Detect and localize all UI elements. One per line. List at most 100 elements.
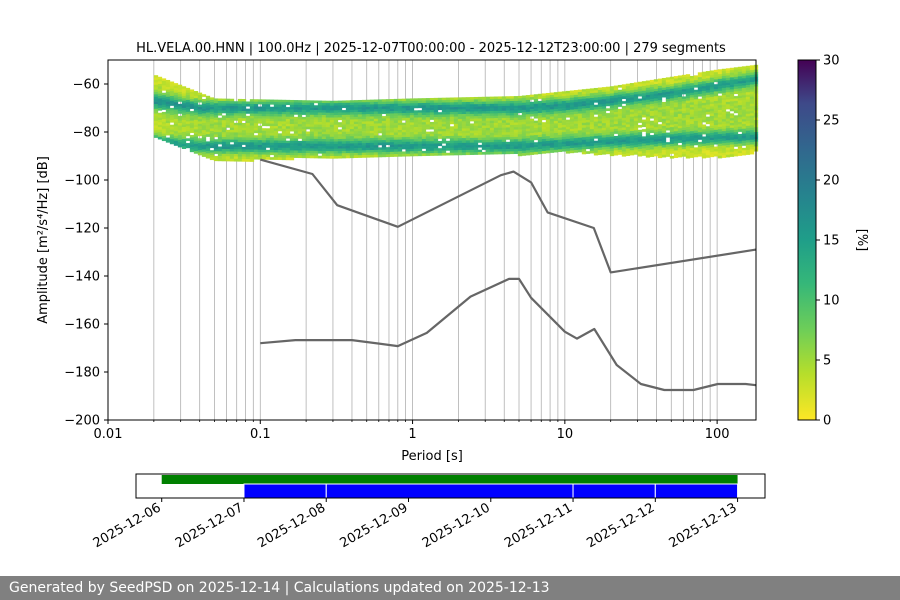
heatmap-cell	[449, 135, 455, 139]
heatmap-cell	[497, 127, 503, 131]
heatmap-cell	[413, 124, 419, 128]
colorbar-tick-label: 30	[823, 54, 840, 69]
heatmap-cell	[577, 144, 583, 148]
heatmap-cell	[173, 126, 179, 130]
heatmap-cell	[613, 138, 619, 142]
heatmap-cell	[521, 112, 527, 115]
heatmap-cell	[225, 108, 231, 111]
heatmap-cell	[673, 80, 679, 84]
heatmap-cell	[717, 134, 723, 137]
heatmap-cell	[193, 91, 199, 94]
heatmap-cell	[637, 103, 643, 107]
heatmap-cell	[485, 127, 491, 131]
heatmap-cell	[461, 150, 467, 153]
heatmap-cell	[273, 152, 279, 156]
heatmap-cell	[493, 103, 499, 107]
heatmap-cell	[433, 112, 439, 115]
heatmap-cell	[345, 155, 351, 159]
heatmap-cell	[297, 152, 303, 156]
heatmap-cell	[301, 131, 307, 135]
heatmap-cell	[409, 148, 415, 152]
heatmap-cell	[493, 110, 499, 114]
heatmap-cell	[629, 119, 635, 122]
heatmap-cell	[525, 143, 531, 146]
heatmap-cell	[577, 104, 583, 107]
heatmap-cell	[565, 112, 571, 116]
heatmap-cell	[649, 149, 655, 153]
heatmap-cell	[737, 100, 743, 104]
heatmap-cell	[481, 113, 487, 117]
heatmap-cell	[685, 126, 691, 130]
heatmap-cell	[329, 148, 335, 152]
heatmap-cell	[593, 116, 599, 120]
heatmap-cell	[617, 147, 623, 151]
heatmap-cell	[413, 131, 419, 135]
heatmap-cell	[513, 96, 519, 99]
heatmap-cell	[421, 129, 427, 133]
heatmap-cell	[325, 148, 331, 152]
heatmap-cell	[313, 148, 319, 152]
heatmap-cell	[433, 126, 439, 130]
heatmap-cell	[717, 150, 723, 154]
heatmap-cell	[601, 118, 607, 122]
heatmap-cell	[721, 128, 727, 132]
heatmap-cell	[589, 100, 595, 104]
heatmap-cell	[381, 140, 387, 143]
heatmap-cell	[649, 94, 655, 97]
heatmap-cell	[409, 122, 415, 126]
heatmap-cell	[653, 86, 659, 90]
heatmap-cell	[477, 149, 483, 153]
heatmap-cell	[233, 127, 239, 131]
heatmap-cell	[457, 152, 463, 156]
heatmap-cell	[705, 143, 711, 146]
heatmap-cell	[541, 93, 547, 97]
heatmap-cell	[261, 111, 267, 115]
heatmap-cell	[701, 93, 707, 96]
heatmap-cell	[245, 147, 251, 150]
heatmap-cell	[749, 74, 755, 78]
heatmap-cell	[389, 111, 395, 114]
heatmap-cell	[445, 109, 451, 113]
heatmap-cell	[569, 95, 575, 98]
heatmap-cell	[581, 98, 587, 102]
heatmap-cell	[729, 118, 735, 121]
heatmap-cell	[645, 130, 651, 134]
heatmap-cell	[749, 70, 755, 73]
heatmap-cell	[393, 151, 399, 155]
heatmap-cell	[413, 141, 419, 145]
heatmap-cell	[161, 92, 167, 96]
heatmap-cell	[237, 142, 243, 145]
heatmap-cell	[525, 133, 531, 137]
heatmap-cell	[229, 151, 235, 155]
heatmap-cell	[597, 92, 603, 96]
heatmap-cell	[305, 150, 311, 154]
heatmap-cell	[413, 139, 419, 142]
heatmap-cell	[277, 104, 283, 108]
heatmap-cell	[621, 132, 627, 136]
heatmap-cell	[233, 118, 239, 121]
heatmap-cell	[433, 124, 439, 127]
heatmap-cell	[289, 128, 295, 132]
heatmap-cell	[577, 130, 583, 134]
heatmap-cell	[645, 94, 651, 98]
heatmap-cell	[721, 145, 727, 149]
heatmap-cell	[665, 98, 671, 102]
heatmap-cell	[181, 107, 187, 111]
heatmap-cell	[329, 107, 335, 111]
heatmap-cell	[593, 128, 599, 132]
heatmap-cell	[233, 151, 239, 155]
heatmap-cell	[625, 105, 631, 108]
heatmap-cell	[693, 92, 699, 95]
heatmap-cell	[329, 122, 335, 126]
heatmap-cell	[509, 136, 515, 140]
heatmap-cell	[673, 90, 679, 94]
heatmap-cell	[573, 135, 579, 139]
heatmap-cell	[701, 81, 707, 84]
heatmap-cell	[337, 102, 343, 106]
heatmap-cell	[553, 142, 559, 146]
heatmap-cell	[321, 143, 327, 147]
heatmap-cell	[721, 68, 727, 72]
heatmap-cell	[301, 133, 307, 137]
heatmap-cell	[737, 121, 743, 125]
heatmap-cell	[457, 116, 463, 120]
